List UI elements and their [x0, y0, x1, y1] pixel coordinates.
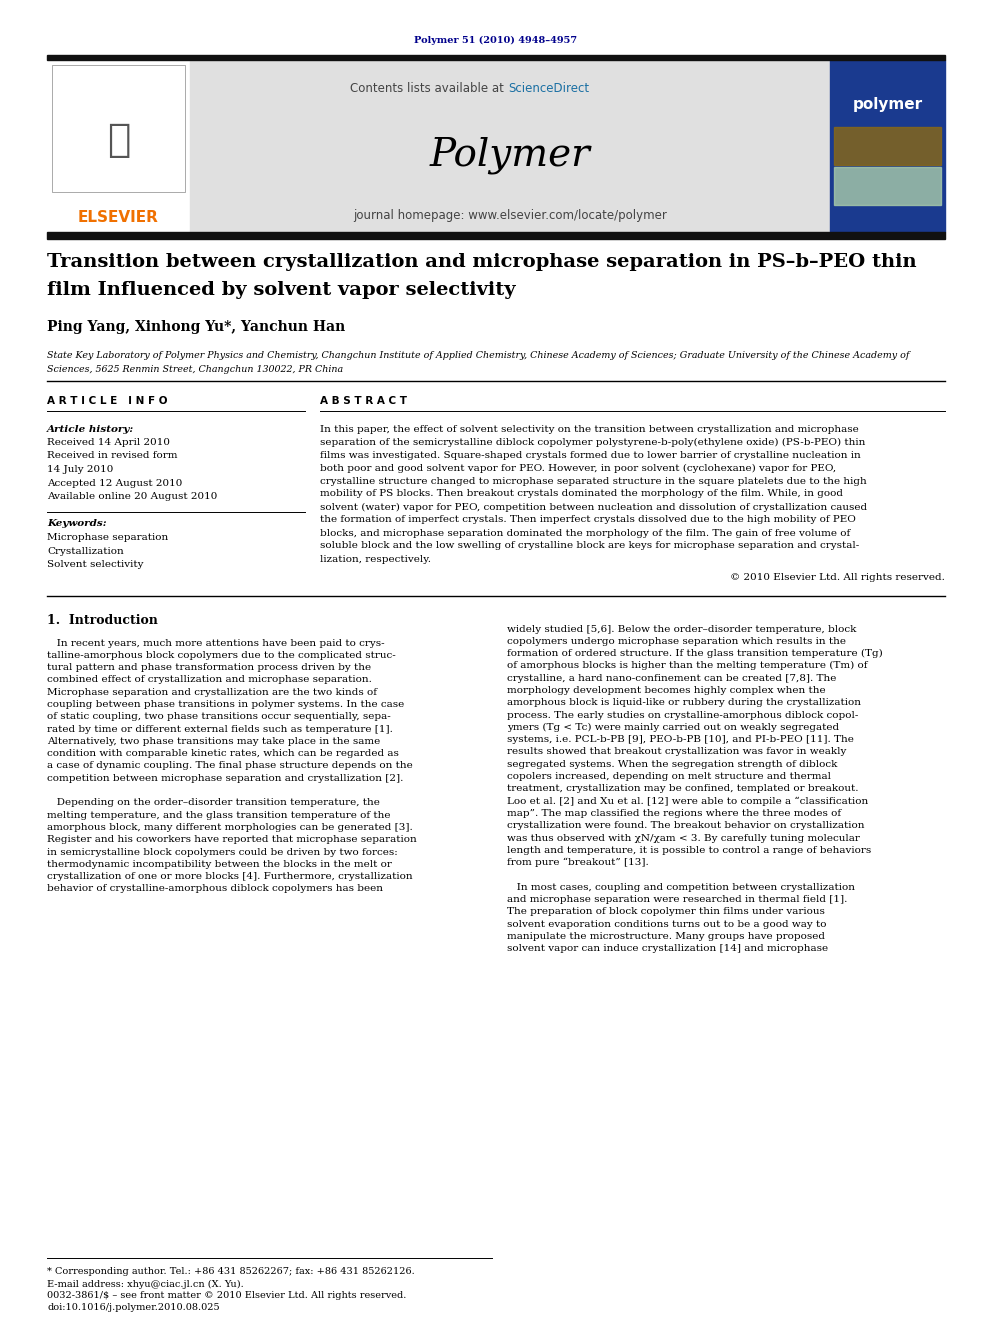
Text: mobility of PS blocks. Then breakout crystals dominated the morphology of the fi: mobility of PS blocks. Then breakout cry…	[320, 490, 843, 499]
Text: widely studied [5,6]. Below the order–disorder temperature, block: widely studied [5,6]. Below the order–di…	[507, 624, 856, 634]
Text: polymer: polymer	[852, 98, 923, 112]
Text: Received in revised form: Received in revised form	[47, 451, 178, 460]
Text: from pure “breakout” [13].: from pure “breakout” [13].	[507, 859, 649, 868]
Text: talline-amorphous block copolymers due to the complicated struc-: talline-amorphous block copolymers due t…	[47, 651, 396, 660]
Text: thermodynamic incompatibility between the blocks in the melt or: thermodynamic incompatibility between th…	[47, 860, 392, 869]
Text: formation of ordered structure. If the glass transition temperature (Tg): formation of ordered structure. If the g…	[507, 650, 883, 658]
Text: and microphase separation were researched in thermal field [1].: and microphase separation were researche…	[507, 896, 847, 904]
Text: crystallization of one or more blocks [4]. Furthermore, crystallization: crystallization of one or more blocks [4…	[47, 872, 413, 881]
Text: E-mail address: xhyu@ciac.jl.cn (X. Yu).: E-mail address: xhyu@ciac.jl.cn (X. Yu).	[47, 1279, 244, 1289]
Bar	[47, 56, 945, 60]
Text: solvent vapor can induce crystallization [14] and microphase: solvent vapor can induce crystallization…	[507, 945, 828, 954]
Text: The preparation of block copolymer thin films under various: The preparation of block copolymer thin …	[507, 908, 825, 917]
Text: manipulate the microstructure. Many groups have proposed: manipulate the microstructure. Many grou…	[507, 931, 825, 941]
Text: results showed that breakout crystallization was favor in weakly: results showed that breakout crystalliza…	[507, 747, 846, 757]
Text: both poor and good solvent vapor for PEO. However, in poor solvent (cyclohexane): both poor and good solvent vapor for PEO…	[320, 463, 836, 472]
Text: Crystallization: Crystallization	[47, 546, 124, 556]
Text: Ping Yang, Xinhong Yu*, Yanchun Han: Ping Yang, Xinhong Yu*, Yanchun Han	[47, 320, 345, 333]
Text: Keywords:: Keywords:	[47, 520, 106, 528]
Text: behavior of crystalline-amorphous diblock copolymers has been: behavior of crystalline-amorphous dibloc…	[47, 885, 383, 893]
Text: Available online 20 August 2010: Available online 20 August 2010	[47, 492, 217, 501]
Bar	[830, 60, 945, 232]
Text: melting temperature, and the glass transition temperature of the: melting temperature, and the glass trans…	[47, 811, 391, 820]
Text: crystallization were found. The breakout behavior on crystallization: crystallization were found. The breakout…	[507, 822, 864, 831]
Text: the formation of imperfect crystals. Then imperfect crystals dissolved due to th: the formation of imperfect crystals. The…	[320, 516, 856, 524]
Text: solvent evaporation conditions turns out to be a good way to: solvent evaporation conditions turns out…	[507, 919, 826, 929]
Text: In recent years, much more attentions have been paid to crys-: In recent years, much more attentions ha…	[47, 639, 385, 647]
Text: length and temperature, it is possible to control a range of behaviors: length and temperature, it is possible t…	[507, 845, 871, 855]
Text: in semicrystalline block copolymers could be driven by two forces:: in semicrystalline block copolymers coul…	[47, 848, 398, 856]
Text: process. The early studies on crystalline-amorphous diblock copol-: process. The early studies on crystallin…	[507, 710, 858, 720]
Text: ScienceDirect: ScienceDirect	[508, 82, 589, 94]
Text: crystalline structure changed to microphase separated structure in the square pl: crystalline structure changed to microph…	[320, 476, 867, 486]
Text: Microphase separation and crystallization are the two kinds of: Microphase separation and crystallizatio…	[47, 688, 377, 697]
Text: Depending on the order–disorder transition temperature, the: Depending on the order–disorder transiti…	[47, 798, 380, 807]
Text: was thus observed with χN/χam < 3. By carefully tuning molecular: was thus observed with χN/χam < 3. By ca…	[507, 833, 860, 843]
Text: Solvent selectivity: Solvent selectivity	[47, 560, 144, 569]
Bar	[47, 232, 945, 239]
Text: condition with comparable kinetic rates, which can be regarded as: condition with comparable kinetic rates,…	[47, 749, 399, 758]
Text: separation of the semicrystalline diblock copolymer polystyrene-b-poly(ethylene : separation of the semicrystalline dibloc…	[320, 438, 865, 447]
Text: tural pattern and phase transformation process driven by the: tural pattern and phase transformation p…	[47, 663, 371, 672]
Text: Accepted 12 August 2010: Accepted 12 August 2010	[47, 479, 183, 487]
Bar	[834, 167, 941, 205]
Text: morphology development becomes highly complex when the: morphology development becomes highly co…	[507, 687, 825, 695]
Text: Contents lists available at: Contents lists available at	[350, 82, 508, 94]
Text: of amorphous blocks is higher than the melting temperature (Tm) of: of amorphous blocks is higher than the m…	[507, 662, 867, 671]
Text: a case of dynamic coupling. The final phase structure depends on the: a case of dynamic coupling. The final ph…	[47, 762, 413, 770]
Text: map”. The map classified the regions where the three modes of: map”. The map classified the regions whe…	[507, 808, 841, 818]
Text: soluble block and the low swelling of crystalline block are keys for microphase : soluble block and the low swelling of cr…	[320, 541, 859, 550]
Bar	[47, 60, 190, 232]
Text: copolymers undergo microphase separation which results in the: copolymers undergo microphase separation…	[507, 636, 846, 646]
Text: amorphous block is liquid-like or rubbery during the crystallization: amorphous block is liquid-like or rubber…	[507, 699, 861, 708]
Text: segregated systems. When the segregation strength of diblock: segregated systems. When the segregation…	[507, 759, 837, 769]
Bar	[834, 127, 941, 165]
Text: Article history:: Article history:	[47, 425, 134, 434]
Text: blocks, and microphase separation dominated the morphology of the film. The gain: blocks, and microphase separation domina…	[320, 528, 850, 537]
Text: journal homepage: www.elsevier.com/locate/polymer: journal homepage: www.elsevier.com/locat…	[353, 209, 667, 221]
Text: 🌳: 🌳	[107, 120, 130, 159]
Text: Received 14 April 2010: Received 14 April 2010	[47, 438, 170, 447]
Text: systems, i.e. PCL-b-PB [9], PEO-b-PB [10], and PI-b-PEO [11]. The: systems, i.e. PCL-b-PB [9], PEO-b-PB [10…	[507, 736, 854, 745]
Text: © 2010 Elsevier Ltd. All rights reserved.: © 2010 Elsevier Ltd. All rights reserved…	[730, 573, 945, 582]
Text: Alternatively, two phase transitions may take place in the same: Alternatively, two phase transitions may…	[47, 737, 380, 746]
Text: coupling between phase transitions in polymer systems. In the case: coupling between phase transitions in po…	[47, 700, 405, 709]
Text: of static coupling, two phase transitions occur sequentially, sepa-: of static coupling, two phase transition…	[47, 712, 391, 721]
Text: In most cases, coupling and competition between crystallization: In most cases, coupling and competition …	[507, 882, 855, 892]
Text: * Corresponding author. Tel.: +86 431 85262267; fax: +86 431 85262126.: * Corresponding author. Tel.: +86 431 85…	[47, 1267, 415, 1277]
Text: State Key Laboratory of Polymer Physics and Chemistry, Changchun Institute of Ap: State Key Laboratory of Polymer Physics …	[47, 351, 910, 360]
Text: Polymer 51 (2010) 4948–4957: Polymer 51 (2010) 4948–4957	[415, 36, 577, 45]
Bar	[52, 65, 185, 192]
Text: films was investigated. Square-shaped crystals formed due to lower barrier of cr: films was investigated. Square-shaped cr…	[320, 451, 861, 459]
Text: 1.  Introduction: 1. Introduction	[47, 614, 158, 627]
Text: ELSEVIER: ELSEVIER	[78, 209, 159, 225]
Text: Sciences, 5625 Renmin Street, Changchun 130022, PR China: Sciences, 5625 Renmin Street, Changchun …	[47, 365, 343, 373]
Text: solvent (water) vapor for PEO, competition between nucleation and dissolution of: solvent (water) vapor for PEO, competiti…	[320, 503, 867, 512]
Bar	[190, 60, 830, 232]
Text: 0032-3861/$ – see front matter © 2010 Elsevier Ltd. All rights reserved.: 0032-3861/$ – see front matter © 2010 El…	[47, 1291, 407, 1301]
Text: competition between microphase separation and crystallization [2].: competition between microphase separatio…	[47, 774, 404, 783]
Text: Loo et al. [2] and Xu et al. [12] were able to compile a “classification: Loo et al. [2] and Xu et al. [12] were a…	[507, 796, 868, 806]
Text: A R T I C L E   I N F O: A R T I C L E I N F O	[47, 396, 168, 406]
Text: A B S T R A C T: A B S T R A C T	[320, 396, 407, 406]
Text: rated by time or different external fields such as temperature [1].: rated by time or different external fiel…	[47, 725, 393, 733]
Text: Polymer: Polymer	[430, 136, 590, 173]
Text: doi:10.1016/j.polymer.2010.08.025: doi:10.1016/j.polymer.2010.08.025	[47, 1303, 219, 1312]
Text: 14 July 2010: 14 July 2010	[47, 464, 113, 474]
Text: crystalline, a hard nano-confinement can be created [7,8]. The: crystalline, a hard nano-confinement can…	[507, 673, 836, 683]
Text: Transition between crystallization and microphase separation in PS–b–PEO thin: Transition between crystallization and m…	[47, 253, 917, 271]
Text: lization, respectively.: lization, respectively.	[320, 554, 431, 564]
Text: copolers increased, depending on melt structure and thermal: copolers increased, depending on melt st…	[507, 773, 831, 781]
Text: combined effect of crystallization and microphase separation.: combined effect of crystallization and m…	[47, 676, 372, 684]
Text: film Influenced by solvent vapor selectivity: film Influenced by solvent vapor selecti…	[47, 280, 516, 299]
Text: Microphase separation: Microphase separation	[47, 533, 169, 542]
Text: In this paper, the effect of solvent selectivity on the transition between cryst: In this paper, the effect of solvent sel…	[320, 425, 859, 434]
Text: Register and his coworkers have reported that microphase separation: Register and his coworkers have reported…	[47, 835, 417, 844]
Text: ymers (Tg < Tc) were mainly carried out on weakly segregated: ymers (Tg < Tc) were mainly carried out …	[507, 722, 839, 732]
Text: treatment, crystallization may be confined, templated or breakout.: treatment, crystallization may be confin…	[507, 785, 858, 794]
Text: amorphous block, many different morphologies can be generated [3].: amorphous block, many different morpholo…	[47, 823, 413, 832]
